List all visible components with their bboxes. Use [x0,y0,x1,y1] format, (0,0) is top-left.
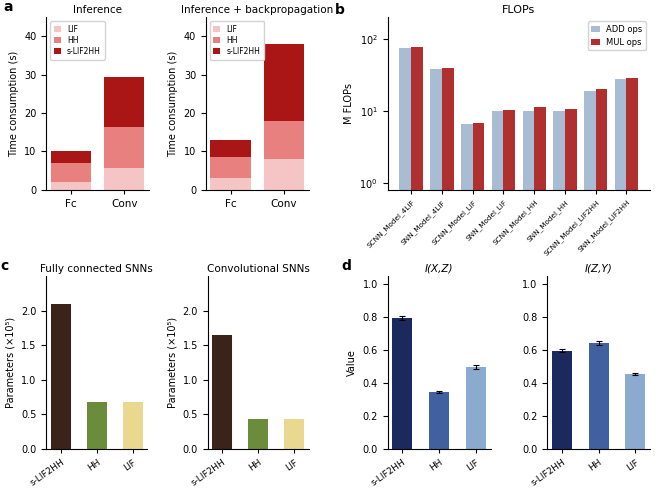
Y-axis label: Time consumption (s): Time consumption (s) [9,50,18,157]
Legend: LIF, HH, s-LIF2HH: LIF, HH, s-LIF2HH [210,21,264,60]
Bar [584,91,596,493]
Bar [466,367,486,449]
Bar [264,44,304,190]
Bar [626,77,638,493]
Bar [614,79,626,493]
Text: c: c [1,259,9,273]
Bar [211,177,251,190]
Title: Inference: Inference [73,5,122,15]
Title: FLOPs: FLOPs [502,5,535,15]
Bar [534,106,546,493]
Bar [51,163,91,190]
Bar [248,419,268,449]
Bar [442,68,453,493]
Bar [87,402,107,449]
Text: b: b [335,3,345,17]
Bar [589,343,609,449]
Bar [552,351,572,449]
Bar [104,77,145,190]
Title: I(X,Z): I(X,Z) [425,264,453,274]
Bar [504,110,515,493]
Bar [264,159,304,190]
Y-axis label: Parameters (×10⁵): Parameters (×10⁵) [5,317,16,408]
Bar [392,318,412,449]
Bar [51,304,71,449]
Text: a: a [3,0,13,14]
Bar [523,111,534,493]
Bar [123,402,143,449]
Y-axis label: M FLOPs: M FLOPs [344,83,354,124]
Bar [429,392,449,449]
Bar [211,157,251,190]
Bar [411,47,423,493]
Text: d: d [341,259,351,273]
Bar [461,124,473,493]
Title: Inference + backpropagation: Inference + backpropagation [181,5,333,15]
Bar [104,127,145,190]
Title: Fully connected SNNs: Fully connected SNNs [40,264,153,274]
Bar [399,48,411,493]
Bar [565,109,577,493]
Bar [596,89,607,493]
Bar [473,123,484,493]
Bar [430,69,442,493]
Y-axis label: Parameters (×10⁵): Parameters (×10⁵) [167,317,177,408]
Bar [104,168,145,190]
Bar [51,151,91,190]
Bar [211,140,251,190]
Title: Convolutional SNNs: Convolutional SNNs [207,264,310,274]
Bar [51,182,91,190]
Bar [492,111,504,493]
Title: I(Z,Y): I(Z,Y) [585,264,612,274]
Bar [284,419,304,449]
Bar [553,111,565,493]
Bar [625,374,645,449]
Legend: LIF, HH, s-LIF2HH: LIF, HH, s-LIF2HH [50,21,104,60]
Bar [213,335,232,449]
Y-axis label: Time consumption (s): Time consumption (s) [168,50,178,157]
Bar [264,121,304,190]
Y-axis label: Value: Value [347,349,357,376]
Legend: ADD ops, MUL ops: ADD ops, MUL ops [588,21,646,50]
